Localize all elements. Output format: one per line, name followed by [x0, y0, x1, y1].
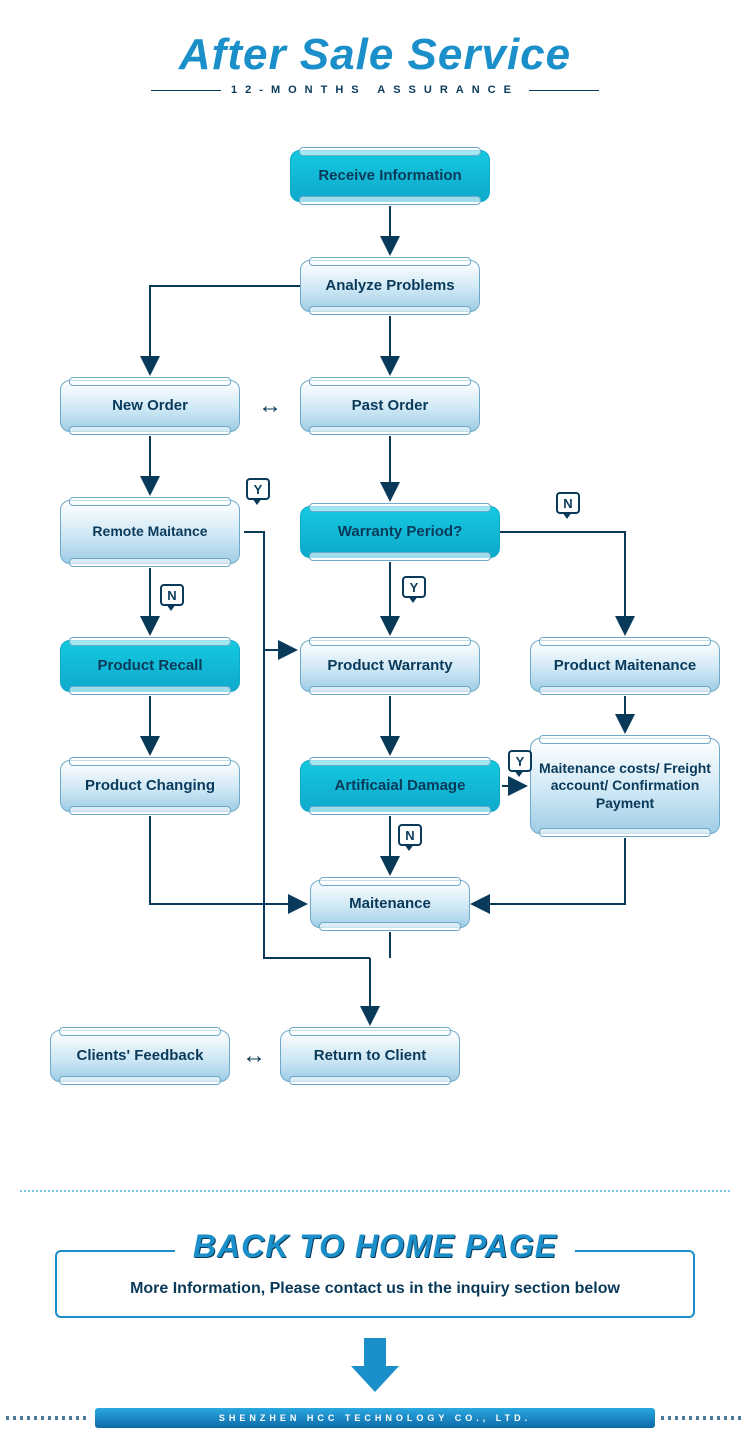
decision-badge-y1: Y [246, 478, 270, 500]
decision-badge-n3: N [398, 824, 422, 846]
decision-badge-y3: Y [508, 750, 532, 772]
divider-right [529, 90, 599, 91]
node-receive: Receive Information [290, 150, 490, 202]
page-title: After Sale Service [0, 30, 750, 80]
footer-text: SHENZHEN HCC TECHNOLOGY CO., LTD. [95, 1408, 655, 1428]
cta-subtitle: More Information, Please contact us in t… [75, 1280, 675, 1298]
double-arrow-icon: ↔ [242, 1042, 266, 1070]
node-warranty: Warranty Period? [300, 506, 500, 558]
node-neworder: New Order [60, 380, 240, 432]
divider-left [151, 90, 221, 91]
node-pastorder: Past Order [300, 380, 480, 432]
node-maint: Maitenance [310, 880, 470, 928]
edge [474, 838, 625, 904]
node-return: Return to Client [280, 1030, 460, 1082]
double-arrow-icon: ↔ [258, 392, 282, 420]
decision-badge-y2: Y [402, 576, 426, 598]
decision-badge-n2: N [160, 584, 184, 606]
node-artificial: Artificaial Damage [300, 760, 500, 812]
decision-badge-n1: N [556, 492, 580, 514]
node-analyze: Analyze Problems [300, 260, 480, 312]
node-remote: Remote Maitance [60, 500, 240, 564]
cta-box[interactable]: BACK TO HOME PAGE More Information, Plea… [55, 1250, 695, 1318]
node-pwarranty: Product Warranty [300, 640, 480, 692]
footer: SHENZHEN HCC TECHNOLOGY CO., LTD. [0, 1406, 750, 1430]
node-pmaint: Product Maitenance [530, 640, 720, 692]
flowchart: Receive Information Analyze Problems New O… [0, 130, 750, 1170]
node-changing: Product Changing [60, 760, 240, 812]
cta-title: BACK TO HOME PAGE [175, 1228, 575, 1265]
page-subtitle: 12-MONTHS ASSURANCE [231, 84, 519, 96]
header: After Sale Service 12-MONTHS ASSURANCE [0, 0, 750, 96]
node-recall: Product Recall [60, 640, 240, 692]
edge [150, 816, 304, 904]
node-feedback: Clients' Feedback [50, 1030, 230, 1082]
node-costs: Maitenance costs/ Freight account/ Confi… [530, 738, 720, 834]
subtitle-row: 12-MONTHS ASSURANCE [0, 84, 750, 96]
section-divider [20, 1190, 730, 1192]
edge [150, 286, 300, 372]
edge [500, 532, 625, 632]
